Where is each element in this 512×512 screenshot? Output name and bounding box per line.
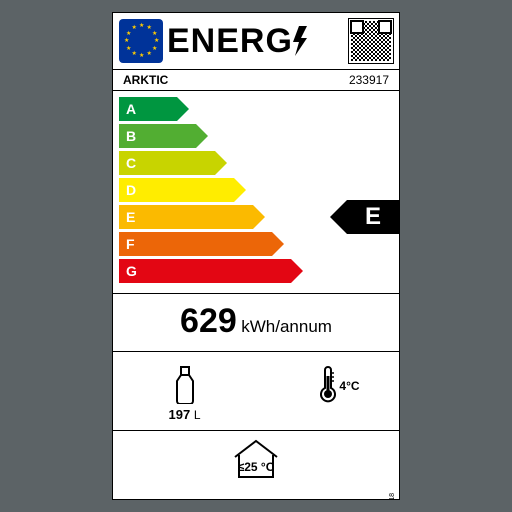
class-bar-d: D — [119, 178, 234, 202]
temp-spec: 4°C — [288, 366, 368, 422]
temp-unit: °C — [346, 379, 359, 393]
brand-name: ARKTIC — [123, 73, 168, 87]
class-letter: B — [126, 128, 136, 144]
header: ★★★★★★★★★★★★ ENERG — [113, 13, 399, 69]
energy-wordmark: ENERG — [167, 22, 345, 61]
energy-label: ★★★★★★★★★★★★ ENERG ARKTIC 233917 ABCDEFG… — [112, 12, 400, 500]
bottle-icon — [172, 366, 198, 404]
class-letter: A — [126, 101, 136, 117]
class-letter: E — [126, 209, 135, 225]
class-row-a: A — [119, 97, 399, 121]
rating-arrow: E — [347, 200, 399, 234]
class-bar-a: A — [119, 97, 177, 121]
class-bar-c: C — [119, 151, 215, 175]
svg-text:≤25 °C: ≤25 °C — [238, 460, 275, 474]
ambient-row: ≤25 °C — [113, 431, 399, 489]
class-row-f: F — [119, 232, 399, 256]
qr-code-icon — [349, 19, 393, 63]
class-bar-b: B — [119, 124, 196, 148]
class-row-b: B — [119, 124, 399, 148]
regulation-ref: 2019/2018 — [389, 493, 396, 500]
energ-text: ENERG — [167, 22, 293, 60]
class-bar-g: G — [119, 259, 291, 283]
class-letter: F — [126, 236, 135, 252]
efficiency-chart: ABCDEFG E — [113, 91, 399, 293]
class-bar-f: F — [119, 232, 272, 256]
class-row-g: G — [119, 259, 399, 283]
volume-spec: 197 L — [145, 366, 225, 422]
class-letter: G — [126, 263, 137, 279]
specs-row: 197 L 4°C — [113, 352, 399, 430]
volume-unit: L — [194, 408, 201, 422]
brand-row: ARKTIC 233917 — [113, 70, 399, 90]
house-icon: ≤25 °C — [229, 437, 283, 479]
volume-value: 197 — [168, 407, 190, 422]
consumption-row: 629 kWh/annum — [113, 294, 399, 351]
class-row-d: D — [119, 178, 399, 202]
consumption-value: 629 — [180, 302, 237, 340]
rating-letter: E — [365, 203, 381, 231]
class-letter: C — [126, 155, 136, 171]
class-row-c: C — [119, 151, 399, 175]
class-letter: D — [126, 182, 136, 198]
class-bar-e: E — [119, 205, 253, 229]
consumption-unit: kWh/annum — [241, 317, 332, 336]
lightning-bolt-icon — [293, 26, 309, 56]
model-number: 233917 — [349, 73, 389, 87]
eu-flag-icon: ★★★★★★★★★★★★ — [119, 19, 163, 63]
